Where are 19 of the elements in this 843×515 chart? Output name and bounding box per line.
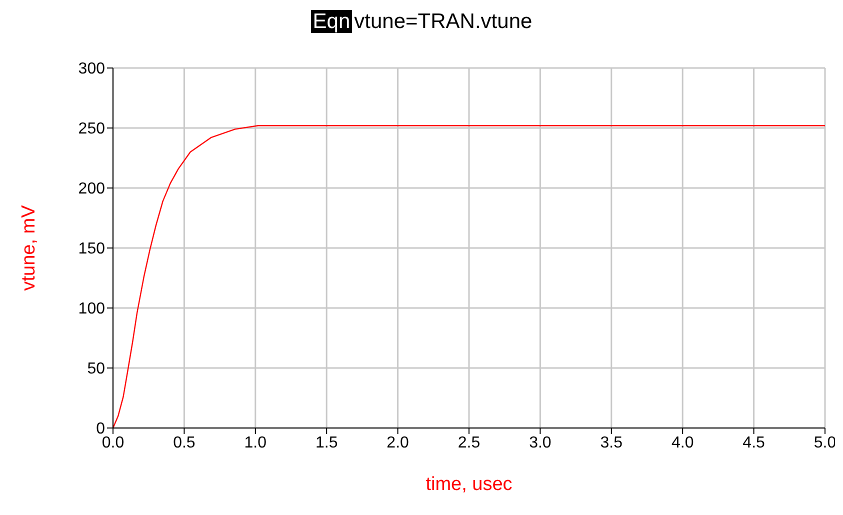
- x-tick-label: 3.5: [600, 434, 623, 452]
- x-tick-label: 4.5: [742, 434, 766, 452]
- text: Eqn: [310, 10, 352, 33]
- chart-title: vtune=TRAN.vtune: [354, 10, 532, 33]
- y-tick-label: 100: [78, 300, 106, 318]
- x-tick-label: 3.0: [529, 434, 552, 452]
- y-tick-label: 200: [78, 180, 106, 198]
- y-tick-label: 150: [78, 240, 106, 258]
- x-tick-label: 1.0: [244, 434, 267, 452]
- y-axis-title: vtune, mV: [18, 204, 40, 291]
- x-tick-label: 0.5: [173, 434, 196, 452]
- x-tick-label: 2.5: [458, 434, 480, 452]
- y-tick-label: 300: [78, 60, 106, 78]
- x-tick-label: 4.0: [671, 434, 694, 452]
- x-tick-label: 2.0: [386, 434, 410, 452]
- y-tick-label: 50: [87, 360, 106, 378]
- y-tick-label: 250: [78, 120, 106, 138]
- x-axis-title: time, usec: [426, 474, 512, 495]
- x-tick-label: 1.5: [315, 434, 338, 452]
